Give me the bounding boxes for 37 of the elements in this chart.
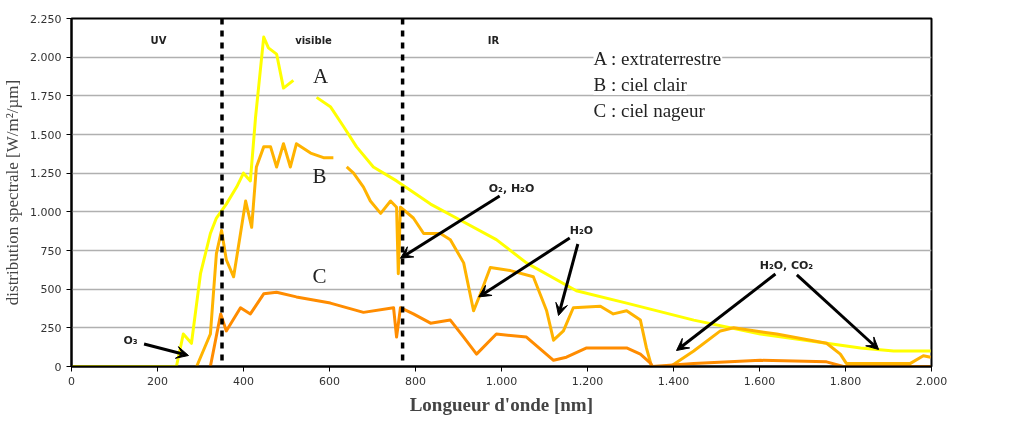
annotation: H₂O bbox=[569, 224, 594, 237]
x-tick-label: 400 bbox=[233, 374, 254, 388]
annotation: A : extraterrestre bbox=[593, 48, 722, 69]
annotation: O₃ bbox=[123, 334, 138, 347]
x-tick-label: 800 bbox=[405, 374, 426, 388]
annotation: IR bbox=[487, 35, 500, 46]
annotation: B : ciel clair bbox=[593, 74, 688, 95]
annotation: C : ciel nageur bbox=[593, 100, 706, 121]
annotation: C bbox=[312, 263, 327, 288]
x-tick-label: 600 bbox=[319, 374, 340, 388]
x-tick-label: 1.800 bbox=[829, 374, 862, 388]
y-tick-label: 0 bbox=[54, 360, 62, 374]
y-tick-label: 1.500 bbox=[30, 128, 62, 142]
x-tick-label: 200 bbox=[147, 374, 168, 388]
x-tick-label: 2.000 bbox=[915, 374, 948, 388]
y-tick-label: 2.250 bbox=[30, 12, 62, 26]
annotation: B bbox=[312, 163, 327, 188]
y-tick-label: 2.000 bbox=[30, 51, 62, 65]
x-tick-label: 1.600 bbox=[743, 374, 776, 388]
x-tick-label: 1.200 bbox=[571, 374, 604, 388]
x-tick-label: 1.400 bbox=[657, 374, 690, 388]
annotation: H₂O, CO₂ bbox=[759, 259, 814, 272]
y-axis-title: distribution spectrale [W/m²/µm] bbox=[3, 79, 23, 306]
y-tick-label: 1.250 bbox=[30, 167, 62, 181]
x-axis-title: Longueur d'onde [nm] bbox=[409, 393, 594, 415]
annotation: UV bbox=[150, 35, 167, 46]
x-tick-label: 0 bbox=[68, 374, 75, 388]
y-tick-label: 1.750 bbox=[30, 89, 62, 103]
y-tick-label: 750 bbox=[40, 244, 62, 258]
y-tick-label: 500 bbox=[40, 283, 62, 297]
x-tick-label: 1.000 bbox=[485, 374, 518, 388]
annotation: O₂, H₂O bbox=[488, 182, 535, 195]
y-tick-label: 250 bbox=[40, 321, 62, 335]
annotation: A bbox=[312, 63, 329, 88]
y-tick-label: 1.000 bbox=[30, 205, 62, 219]
annotation: visible bbox=[295, 35, 333, 46]
line-series bbox=[208, 290, 932, 367]
